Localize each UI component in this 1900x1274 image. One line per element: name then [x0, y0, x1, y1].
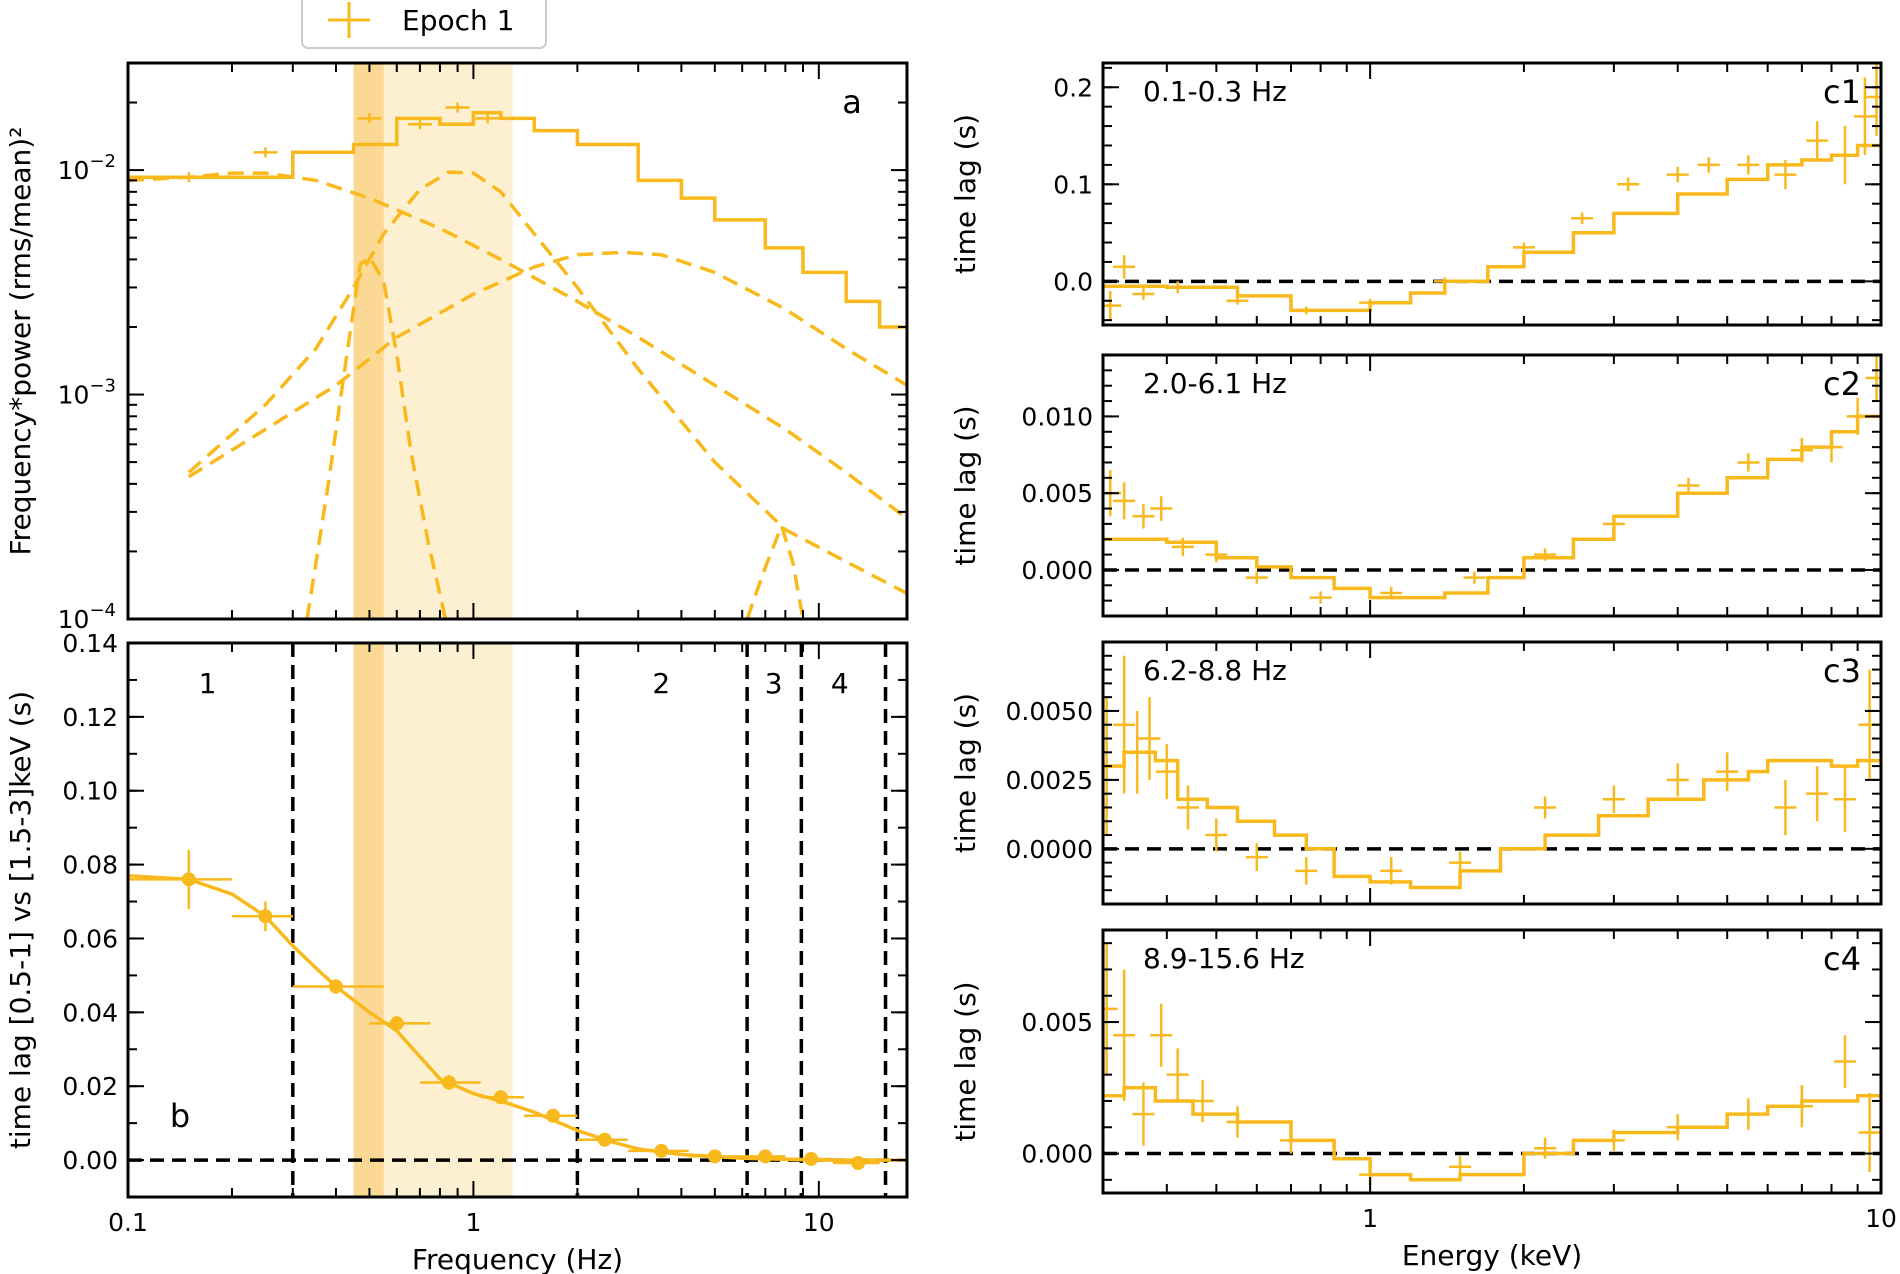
- region-label-2: 2: [652, 667, 670, 700]
- psd-model-steps: [128, 111, 907, 329]
- y-tick-label-c3: 0.0025: [1006, 766, 1093, 795]
- y-tick-label-c1: 0.2: [1053, 73, 1093, 102]
- lorentzian-component-2: [128, 171, 907, 520]
- axes-frame-a: [126, 61, 909, 621]
- y-tick-label-b: 0.04: [62, 998, 118, 1027]
- y-axis-label-a: Frequency*power (rms/mean)²: [4, 127, 37, 556]
- legend-label: Epoch 1: [402, 4, 514, 37]
- plot-layer: [128, 63, 1881, 1197]
- x-tick-label-c4: 1: [1362, 1204, 1378, 1233]
- lorentzian-component-3: [187, 170, 907, 595]
- axes-c2: [1101, 353, 1883, 618]
- axes-c3: [1101, 640, 1883, 906]
- y-tick-label-b: 0.08: [62, 851, 118, 880]
- y-tick-label-c1: 0.1: [1053, 170, 1093, 199]
- axes-b: [126, 641, 909, 1199]
- y-tick-label-b: 0.06: [62, 924, 118, 953]
- lag-point: [758, 1149, 773, 1164]
- y-tick-exponent: −3: [89, 376, 116, 397]
- y-tick-label-c2: 0.010: [1021, 402, 1093, 431]
- legend: Epoch 1: [301, 0, 547, 49]
- region-label-3: 3: [765, 667, 783, 700]
- lorentzian-component-5: [305, 254, 448, 619]
- lag-point: [493, 1090, 508, 1105]
- lag-energy-model-c3: [1103, 750, 1881, 890]
- y-tick-exponent: −4: [89, 600, 116, 621]
- panel-label-c2: c2: [1823, 365, 1861, 403]
- axes-frame-c2: [1101, 353, 1883, 618]
- axes-frame-c1: [1101, 61, 1883, 327]
- axes-layer: [126, 61, 1883, 1199]
- y-tick-label-c4: 0.000: [1021, 1140, 1093, 1169]
- lag-point: [328, 979, 343, 994]
- panel-label-b: b: [170, 1097, 190, 1135]
- x-axis-label-c4: Energy (keV): [1402, 1239, 1582, 1272]
- lag-point: [804, 1151, 819, 1166]
- axes-frame-c3: [1101, 640, 1883, 906]
- shaded-bands: [353, 63, 513, 1197]
- y-tick-label-c2: 0.000: [1021, 556, 1093, 585]
- y-tick-label-b: 0.12: [62, 703, 118, 732]
- y-axis-label-c4: time lag (s): [949, 981, 982, 1141]
- y-tick-label-b: 0.10: [62, 777, 118, 806]
- lag-point: [707, 1149, 722, 1164]
- panel-label-c4: c4: [1823, 940, 1861, 978]
- y-tick-label-b: 0.14: [62, 629, 118, 658]
- lag-energy-model-c1: [1103, 143, 1881, 313]
- y-tick-label-c4: 0.005: [1021, 1008, 1093, 1037]
- panel-label-c1: c1: [1823, 73, 1861, 111]
- y-tick-label-a: 10−3: [58, 376, 116, 410]
- y-tick-label-c3: 0.0000: [1006, 835, 1093, 864]
- legend-box: [301, 0, 547, 49]
- region-label-4: 4: [831, 667, 849, 700]
- y-tick-label-c2: 0.005: [1021, 479, 1093, 508]
- lag-point: [851, 1156, 866, 1171]
- lag-model-curve: [128, 873, 907, 1162]
- y-tick-label-a: 10−2: [58, 151, 116, 185]
- y-axis-label-c1: time lag (s): [949, 114, 982, 274]
- lorentzian-component-4: [187, 250, 907, 479]
- frequency-band-label-c2: 2.0-6.1 Hz: [1143, 367, 1287, 400]
- x-axis-label-b: Frequency (Hz): [412, 1243, 623, 1274]
- shaded-band-b: [353, 643, 384, 1197]
- panel-label-a: a: [842, 83, 862, 121]
- axes-frame-b: [126, 641, 909, 1199]
- y-tick-label-b: 0.00: [62, 1146, 118, 1175]
- x-tick-label-b: 0.1: [108, 1208, 148, 1237]
- frequency-band-label-c3: 6.2-8.8 Hz: [1143, 654, 1287, 687]
- lorentzian-component-6: [745, 520, 805, 619]
- frequency-band-label-c1: 0.1-0.3 Hz: [1143, 75, 1287, 108]
- y-tick-label-c1: 0.0: [1053, 267, 1093, 296]
- y-axis-label-b: time lag [0.5-1] vs [1.5-3]keV (s): [4, 691, 37, 1149]
- lag-point: [654, 1143, 669, 1158]
- x-tick-label-b: 10: [803, 1208, 835, 1237]
- axes-a: [126, 61, 909, 621]
- y-axis-label-c3: time lag (s): [949, 693, 982, 853]
- y-tick-exponent: −2: [89, 151, 116, 172]
- axes-c4: [1101, 928, 1883, 1195]
- lag-point: [389, 1016, 404, 1031]
- lag-point: [546, 1108, 561, 1123]
- lag-point: [258, 909, 273, 924]
- lag-energy-model-c4: [1103, 1086, 1881, 1182]
- lag-point: [181, 872, 196, 887]
- region-label-1: 1: [199, 667, 217, 700]
- axes-frame-c4: [1101, 928, 1883, 1195]
- y-tick-label-b: 0.02: [62, 1072, 118, 1101]
- axes-c1: [1101, 61, 1883, 327]
- panel-label-c3: c3: [1823, 652, 1861, 690]
- frequency-band-label-c4: 8.9-15.6 Hz: [1143, 942, 1305, 975]
- lag-point: [597, 1132, 612, 1147]
- y-axis-label-c2: time lag (s): [949, 405, 982, 565]
- y-tick-label-c3: 0.0050: [1006, 697, 1093, 726]
- x-tick-label-b: 1: [465, 1208, 481, 1237]
- shaded-band-a: [353, 63, 384, 619]
- x-tick-label-c4: 10: [1865, 1204, 1897, 1233]
- lag-point: [442, 1075, 457, 1090]
